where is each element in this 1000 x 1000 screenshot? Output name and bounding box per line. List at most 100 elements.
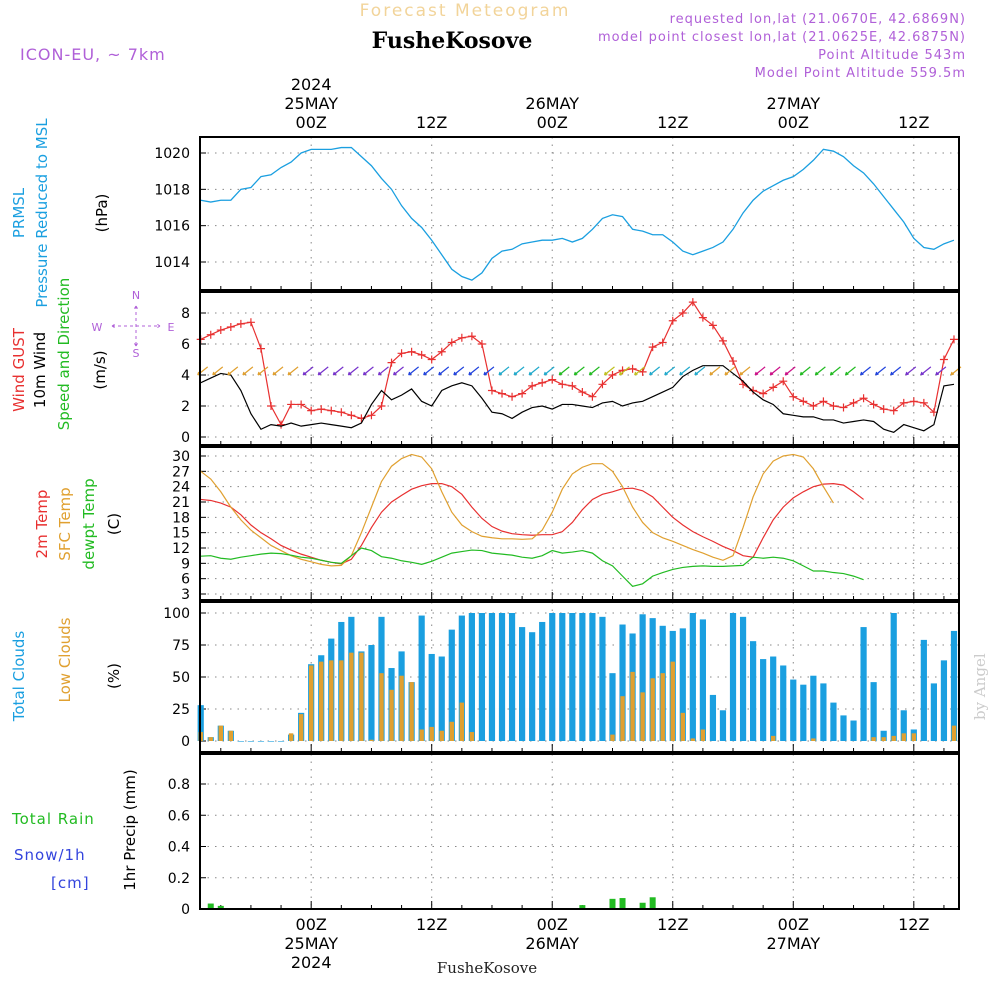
total-cloud-bar (729, 613, 737, 741)
compass-w: W (92, 321, 103, 334)
y-tick-label: 25 (172, 702, 190, 718)
low-cloud-bar (901, 733, 906, 741)
wind-arrow (844, 366, 856, 376)
total-cloud-bar (267, 741, 275, 742)
precip-snow-label: Snow/1h (14, 846, 86, 864)
gust-marker (256, 344, 265, 353)
y-tick-label: 6 (181, 337, 190, 353)
bottom-time-label: 00Z (296, 915, 327, 934)
wind-gust-line (200, 301, 955, 426)
gust-marker (407, 347, 416, 356)
y-tick-label: 0.4 (168, 840, 190, 856)
credit-label: by Angel (971, 653, 989, 720)
wind-arrow (453, 366, 465, 376)
total-cloud-bar (529, 632, 536, 741)
gust-marker (849, 398, 858, 407)
gust-marker (417, 350, 426, 359)
wind-arrow (799, 366, 811, 376)
low-cloud-bar (399, 675, 404, 741)
precip-snow-unit: [cm] (51, 874, 90, 892)
wind-arrow (362, 366, 374, 376)
gust-marker (779, 377, 788, 386)
wind-arrow (860, 366, 871, 376)
wind-arrow (332, 366, 344, 376)
total-cloud-bar (549, 613, 556, 741)
gust-marker (467, 332, 476, 341)
total-cloud-bar (880, 730, 887, 741)
total-cloud-bar (920, 639, 927, 741)
y-tick-label: 0.2 (168, 871, 190, 887)
gust-marker (578, 388, 587, 397)
gust-marker (939, 355, 948, 364)
requested-coords: requested lon,lat (21.0670E, 42.6869N) (670, 12, 966, 27)
gust-marker (759, 389, 768, 398)
low-cloud-bar (620, 696, 625, 741)
gust-marker (337, 408, 346, 417)
gust-marker (839, 403, 848, 412)
gust-marker (297, 400, 306, 409)
precip-rain-label: Total Rain (11, 810, 95, 828)
panel-frame (199, 136, 960, 291)
total-cloud-bar (950, 630, 958, 741)
panel-frame (199, 446, 960, 601)
wind-arrow (754, 366, 766, 376)
gust-marker (447, 338, 456, 347)
total-cloud-bar (639, 614, 646, 741)
panel-precip: 0.8 0.6 0.4 0.2 0 (168, 753, 960, 918)
gust-marker (769, 383, 778, 392)
wind-arrow (814, 366, 826, 376)
total-cloud-bar (780, 665, 787, 741)
total-cloud-bar (679, 628, 686, 741)
wind-arrow (679, 366, 691, 376)
10m-wind-line (200, 365, 955, 434)
compass-n: N (132, 289, 140, 302)
y-tick-label: 0.6 (168, 808, 190, 824)
y-tick-label: 24 (172, 480, 190, 496)
temp-dewpt-label: dewpt Temp (80, 478, 98, 569)
total-cloud-bar (820, 683, 827, 741)
rain-bar (207, 903, 214, 909)
bottom-time-label: 00Z (778, 915, 809, 934)
gust-marker (277, 420, 286, 429)
point-altitude: Point Altitude 543m (818, 48, 966, 63)
y-tick-label: 1018 (154, 182, 190, 198)
total-cloud-bar (810, 675, 817, 741)
temp-unit: (C) (105, 513, 123, 535)
wind-arrow (588, 366, 600, 376)
wind-arrow (513, 366, 525, 376)
gust-marker (528, 381, 537, 390)
total-cloud-bar (478, 613, 486, 741)
gust-marker (206, 330, 215, 339)
total-cloud-bar (870, 682, 877, 741)
pressure-label-msl: Pressure Reduced to MSL (33, 118, 51, 308)
y-tick-label: 4 (181, 368, 190, 384)
gust-marker (879, 405, 888, 414)
gust-marker (688, 298, 697, 307)
gust-marker (949, 335, 958, 344)
total-cloud-bar (579, 613, 586, 741)
gust-marker (377, 402, 386, 410)
panels-group: 1020101810161014864203027242118151296310… (154, 136, 962, 918)
y-tick-label: 9 (181, 556, 190, 572)
wind-arrow (498, 366, 510, 376)
wind-arrow (483, 366, 495, 376)
panel-labels: PRMSL Pressure Reduced to MSL (hPa) Wind GU… (10, 118, 175, 892)
total-cloud-bar (850, 720, 857, 741)
low-cloud-bar (660, 673, 665, 741)
pressure-line (200, 146, 955, 281)
temp-2m-label: 2m Temp (33, 490, 51, 559)
panel-frame (199, 291, 960, 446)
total-cloud-bar (448, 629, 455, 741)
precip-unit: 1hr Precip (mm) (121, 769, 139, 890)
gust-marker (287, 400, 296, 409)
top-time-label: 25MAY (284, 94, 338, 113)
total-cloud-bar (750, 641, 757, 741)
cloud-low-label: Low Clouds (56, 617, 74, 702)
total-cloud-bar (940, 660, 948, 741)
low-cloud-bar (700, 729, 706, 741)
low-cloud-bar (298, 714, 304, 741)
total-cloud-bar (900, 710, 907, 741)
bottom-time-label: 12Z (416, 915, 447, 934)
gust-marker (889, 406, 898, 415)
